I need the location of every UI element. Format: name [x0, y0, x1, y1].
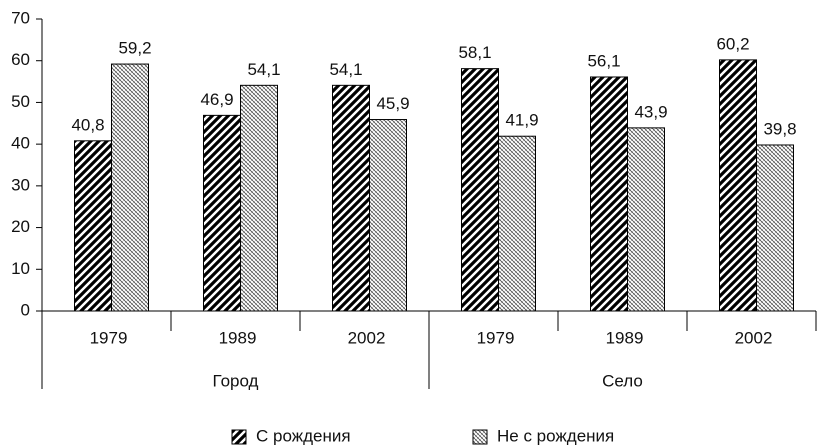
legend-label: С рождения: [256, 426, 351, 445]
y-tick-label: 0: [21, 300, 30, 319]
data-label: 56,1: [587, 51, 620, 70]
y-tick-label: 30: [11, 175, 30, 194]
x-tick-label: 1989: [606, 328, 644, 347]
x-tick-label: 1979: [477, 328, 515, 347]
bar: [369, 119, 407, 312]
group-label: Город: [213, 371, 259, 390]
data-label: 41,9: [505, 111, 538, 130]
y-tick-label: 50: [11, 92, 30, 111]
group-label: Село: [602, 371, 643, 390]
y-tick-label: 60: [11, 50, 30, 69]
bar: [203, 114, 241, 312]
data-label: 59,2: [118, 39, 151, 58]
bar: [74, 140, 112, 312]
data-label: 45,9: [376, 94, 409, 113]
bar: [627, 127, 665, 312]
y-tick-label: 70: [11, 8, 30, 27]
bar: [332, 84, 370, 312]
legend-label: Не с рождения: [497, 426, 614, 445]
x-tick-label: 2002: [735, 328, 773, 347]
bar: [240, 84, 278, 312]
x-tick-label: 1989: [219, 328, 257, 347]
data-label: 54,1: [247, 60, 280, 79]
bar: [461, 68, 499, 312]
data-label: 54,1: [329, 60, 362, 79]
data-label: 46,9: [200, 90, 233, 109]
x-tick-label: 2002: [348, 328, 386, 347]
bar: [111, 63, 149, 312]
data-label: 39,8: [763, 119, 796, 138]
data-label: 58,1: [458, 43, 491, 62]
data-label: 43,9: [634, 102, 667, 121]
data-label: 60,2: [716, 34, 749, 53]
data-label: 40,8: [71, 115, 104, 134]
x-tick-label: 1979: [90, 328, 128, 347]
y-tick-label: 40: [11, 134, 30, 153]
y-tick-label: 20: [11, 217, 30, 236]
bar: [590, 76, 628, 312]
legend-swatch: [231, 429, 247, 445]
legend-swatch: [472, 429, 488, 445]
bar: [756, 144, 794, 312]
bar: [719, 59, 757, 312]
bar: [498, 135, 536, 312]
y-tick-label: 10: [11, 259, 30, 278]
